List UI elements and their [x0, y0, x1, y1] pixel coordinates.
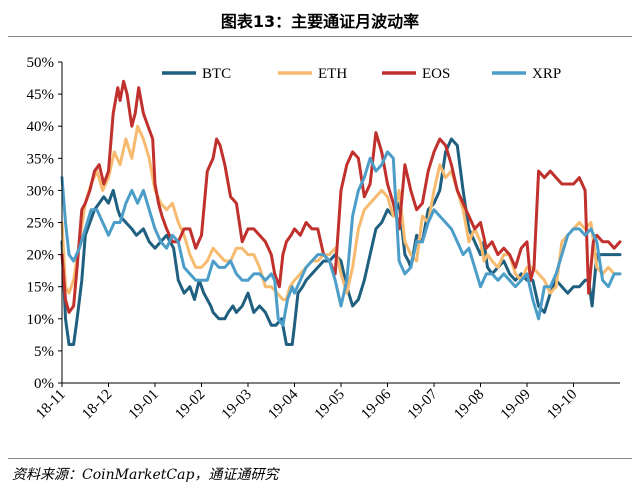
- y-tick-label: 45%: [27, 87, 55, 103]
- series-line-eos: [60, 79, 622, 314]
- y-tick-label: 20%: [27, 248, 55, 264]
- x-tick-label: 19-06: [358, 386, 394, 422]
- legend-label-btc: BTC: [202, 66, 231, 82]
- y-tick-label: 50%: [27, 55, 55, 71]
- x-tick-label: 19-08: [451, 387, 487, 423]
- y-tick-label: 30%: [27, 183, 55, 199]
- x-tick-layer: 18-11 18-12 19-01 19-02 19-03 19-04 19-05 19-06…: [33, 383, 580, 423]
- x-tick-label: 19-01: [126, 387, 162, 423]
- series-layer: [60, 79, 622, 346]
- series-line-xrp: [60, 150, 622, 327]
- x-tick-label: 19-07: [405, 386, 441, 422]
- y-tick-label: 40%: [27, 119, 55, 135]
- y-tick-label: 25%: [27, 216, 55, 232]
- source-divider: [8, 458, 632, 459]
- x-tick-label: 19-04: [265, 386, 301, 422]
- x-tick-label: 19-05: [312, 387, 348, 423]
- y-tick-label: 0%: [34, 376, 54, 392]
- legend-label-eth: ETH: [318, 66, 347, 82]
- source-note: 资料来源：CoinMarketCap，通证通研究: [12, 467, 279, 483]
- y-tick-layer: 0% 5% 10% 15% 20% 25% 30% 35% 40% 45% 50%: [27, 55, 62, 392]
- title-divider: [8, 36, 632, 37]
- figure-title: 图表13：主要通证月波动率: [220, 12, 420, 31]
- x-tick-label: 19-03: [219, 387, 255, 423]
- x-tick-label: 19-10: [544, 387, 580, 423]
- series-line-eth: [60, 124, 622, 301]
- x-tick-label: 19-02: [172, 387, 208, 423]
- legend: BTC ETH EOS XRP: [162, 66, 561, 82]
- legend-label-eos: EOS: [422, 66, 450, 82]
- x-tick-label: 19-09: [498, 387, 534, 423]
- x-tick-label: 18-12: [79, 387, 115, 423]
- y-tick-label: 15%: [27, 280, 55, 296]
- y-tick-label: 10%: [27, 312, 55, 328]
- legend-label-xrp: XRP: [532, 66, 561, 82]
- y-tick-label: 5%: [34, 344, 54, 360]
- volatility-line-chart: 0%5%10%15%20%25%30%35%40%45%50% 18-11 18-…: [27, 55, 622, 423]
- y-tick-label: 35%: [27, 151, 55, 167]
